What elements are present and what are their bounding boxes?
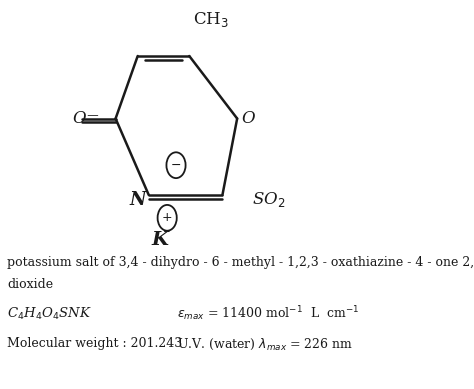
- Text: −: −: [171, 159, 181, 172]
- Text: K: K: [151, 231, 168, 249]
- Text: U.V. (water) $\lambda_{max}$ = 226 nm: U.V. (water) $\lambda_{max}$ = 226 nm: [177, 336, 353, 352]
- Text: SO$_2$: SO$_2$: [252, 191, 285, 209]
- Text: C$_4$H$_4$O$_4$SNK: C$_4$H$_4$O$_4$SNK: [7, 306, 92, 322]
- Text: potassium salt of 3,4 - dihydro - 6 - methyl - 1,2,3 - oxathiazine - 4 - one 2,2: potassium salt of 3,4 - dihydro - 6 - me…: [7, 256, 474, 269]
- Text: O: O: [241, 110, 255, 127]
- Text: Molecular weight : 201.243: Molecular weight : 201.243: [7, 337, 182, 350]
- Text: $\varepsilon_{max}$ = 11400 mol$^{-1}$  L  cm$^{-1}$: $\varepsilon_{max}$ = 11400 mol$^{-1}$ L…: [177, 305, 359, 324]
- Text: N: N: [129, 191, 146, 209]
- Text: O: O: [72, 110, 86, 127]
- Text: +: +: [162, 211, 173, 224]
- Text: dioxide: dioxide: [7, 278, 54, 291]
- Text: CH$_3$: CH$_3$: [193, 10, 229, 29]
- Text: =: =: [85, 110, 99, 127]
